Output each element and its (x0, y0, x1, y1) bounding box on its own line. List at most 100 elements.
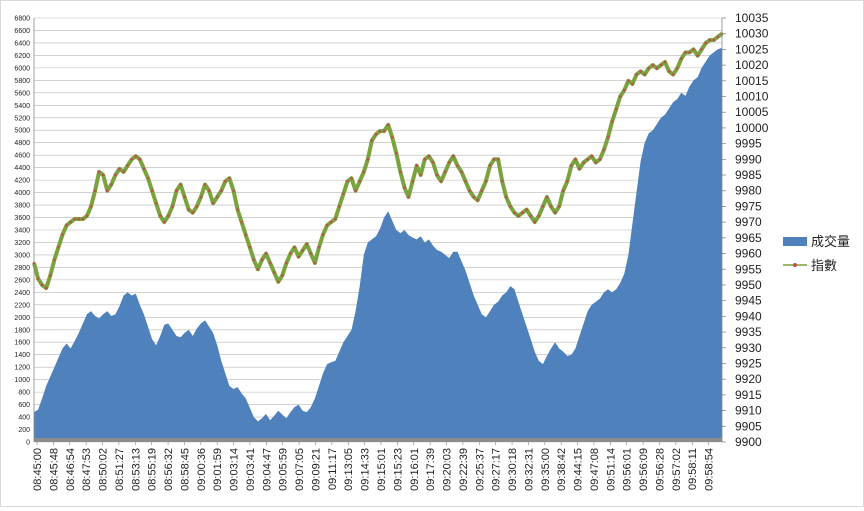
left-axis: 0 200 400 600 800 1000 1200 1400 1600 1800 2000 220… (14, 16, 35, 447)
x-tick-label: 08:53:13 (130, 448, 142, 491)
left-tick-label: 5600 (14, 90, 30, 97)
index-point (142, 167, 146, 171)
index-point (472, 195, 476, 199)
index-point (590, 154, 593, 158)
index-point (248, 246, 252, 249)
x-tick-label: 09:25:37 (474, 448, 486, 491)
left-tick-label: 3600 (14, 215, 30, 222)
index-point (382, 129, 386, 133)
index-point (399, 170, 402, 174)
index-point (81, 217, 85, 221)
index-point (301, 249, 305, 252)
index-point (305, 242, 309, 246)
index-point (203, 183, 207, 186)
index-point (366, 158, 370, 161)
right-tick-label: 9915 (735, 388, 762, 402)
x-tick-label: 09:47:08 (589, 448, 601, 491)
index-point (647, 67, 650, 70)
index-point (452, 154, 455, 158)
index-point (561, 189, 565, 192)
x-tick-label: 09:32:31 (523, 448, 535, 491)
index-point (370, 139, 374, 142)
index-point (309, 252, 313, 255)
index-point (350, 176, 353, 180)
x-tick-label: 08:47:53 (81, 448, 93, 491)
index-point (618, 95, 622, 98)
index-point (712, 38, 716, 42)
index-point (447, 161, 451, 164)
right-tick-label: 9905 (735, 419, 762, 433)
x-tick-label: 09:56:09 (638, 448, 650, 491)
right-tick-label: 9910 (735, 404, 762, 418)
index-point (419, 173, 423, 177)
index-point (293, 246, 296, 249)
index-point (118, 167, 121, 171)
index-point (688, 51, 691, 54)
left-tick-label: 1600 (14, 340, 30, 347)
index-point (260, 258, 264, 262)
index-point (325, 224, 329, 227)
right-tick-label: 9900 (735, 435, 762, 449)
left-tick-label: 4800 (14, 140, 30, 147)
x-tick-label: 09:14:33 (360, 448, 372, 491)
index-point (606, 136, 610, 139)
index-point (342, 192, 345, 196)
right-tick-label: 9935 (735, 325, 762, 339)
right-tick-label: 10005 (735, 105, 769, 119)
right-tick-label: 9980 (735, 184, 762, 198)
index-point (199, 195, 203, 199)
index-point (578, 167, 581, 171)
x-tick-label: 09:15:23 (392, 448, 404, 491)
right-tick-label: 9965 (735, 231, 762, 245)
index-point (659, 63, 663, 67)
left-tick-label: 4000 (14, 190, 30, 197)
index-point (297, 255, 300, 258)
x-tick-label: 08:50:02 (98, 448, 110, 491)
left-tick-label: 2600 (14, 277, 30, 284)
x-tick-label: 09:07:05 (294, 448, 306, 491)
x-tick-label: 09:03:14 (229, 448, 241, 491)
left-tick-label: 5200 (14, 115, 30, 122)
index-point (69, 220, 72, 224)
index-point (175, 189, 178, 192)
index-point (468, 189, 471, 192)
index-point (338, 205, 341, 208)
index-point (667, 70, 671, 73)
legend-label-volume: 成交量 (811, 234, 850, 249)
x-tick-label: 09:35:00 (540, 448, 552, 491)
index-point (480, 189, 484, 192)
index-point (378, 129, 382, 133)
index-point (541, 205, 545, 208)
index-point (692, 48, 695, 51)
x-tick-label: 09:27:17 (491, 448, 503, 491)
legend-swatch-volume (783, 237, 807, 246)
index-point (122, 170, 125, 174)
left-tick-label: 2800 (14, 265, 30, 272)
index-point (537, 214, 541, 218)
index-point (334, 217, 337, 221)
right-tick-label: 9960 (735, 247, 762, 261)
x-tick-label: 09:16:01 (409, 448, 421, 491)
index-point (614, 107, 618, 111)
index-point (509, 205, 512, 208)
index-point (358, 180, 362, 183)
index-point (329, 220, 333, 224)
index-point (407, 195, 410, 199)
index-point (264, 252, 268, 255)
x-tick-label: 09:09:21 (311, 448, 323, 491)
x-tick-label: 09:56:28 (655, 448, 667, 491)
index-point (126, 164, 129, 167)
index-point (395, 151, 398, 155)
index-point (272, 271, 276, 274)
left-tick-label: 4600 (14, 153, 30, 160)
index-point (110, 183, 113, 186)
index-point (97, 170, 101, 174)
index-point (549, 205, 553, 208)
left-tick-label: 1400 (14, 352, 30, 359)
legend-label-index: 指數 (811, 258, 837, 273)
right-tick-label: 10000 (735, 121, 769, 135)
index-point (57, 246, 60, 249)
index-point (680, 57, 683, 61)
index-point (525, 208, 528, 211)
x-tick-label: 08:46:54 (65, 448, 77, 491)
